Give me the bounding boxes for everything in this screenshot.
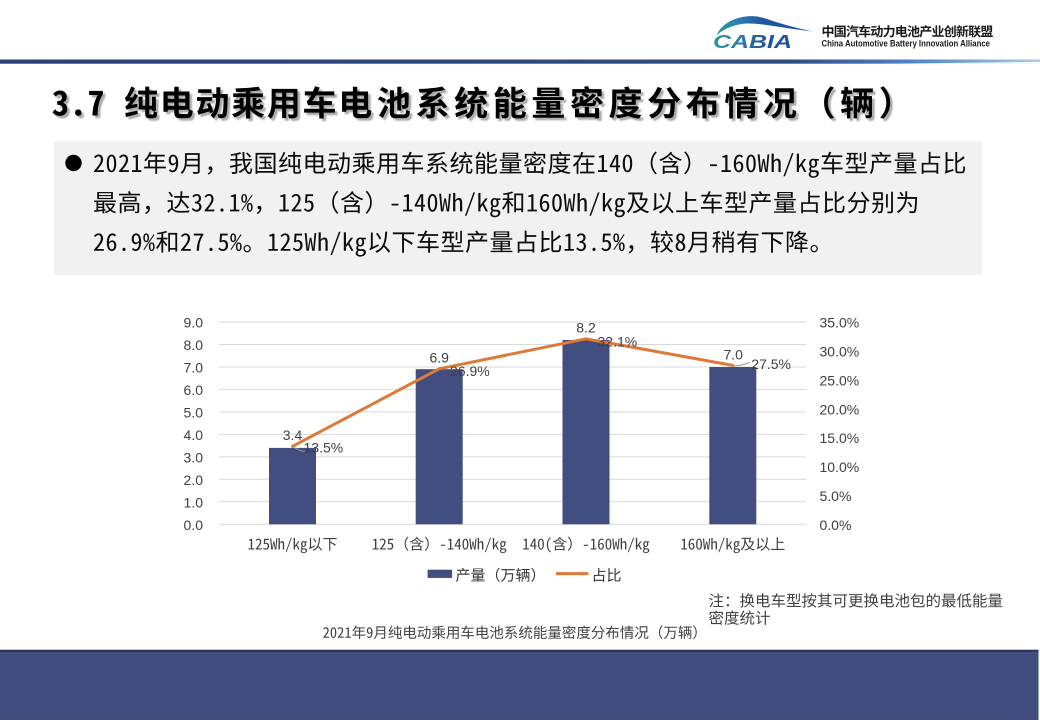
svg-text:6.0: 6.0 xyxy=(184,382,204,398)
svg-text:15.0%: 15.0% xyxy=(820,430,860,446)
svg-text:6.9: 6.9 xyxy=(429,350,449,366)
svg-text:30.0%: 30.0% xyxy=(820,344,860,360)
svg-text:32.1%: 32.1% xyxy=(598,334,638,350)
svg-text:0.0: 0.0 xyxy=(184,517,204,533)
svg-text:10.0%: 10.0% xyxy=(820,459,860,475)
svg-text:35.0%: 35.0% xyxy=(820,315,860,331)
svg-text:5.0%: 5.0% xyxy=(820,488,852,504)
svg-text:CABIA: CABIA xyxy=(713,31,792,52)
svg-text:5.0: 5.0 xyxy=(184,405,204,421)
svg-text:13.5%: 13.5% xyxy=(304,440,344,456)
svg-text:8.2: 8.2 xyxy=(576,320,596,336)
svg-text:4.0: 4.0 xyxy=(184,427,204,443)
svg-text:9.0: 9.0 xyxy=(184,315,204,331)
svg-text:0.0%: 0.0% xyxy=(820,517,852,533)
svg-text:1.0: 1.0 xyxy=(184,494,204,510)
svg-text:3.0: 3.0 xyxy=(184,450,204,466)
svg-text:2.0: 2.0 xyxy=(184,472,204,488)
svg-text:20.0%: 20.0% xyxy=(820,401,860,417)
svg-text:26.9%: 26.9% xyxy=(450,363,490,379)
svg-text:8.0: 8.0 xyxy=(184,337,204,353)
svg-text:China Automotive Battery Innov: China Automotive Battery Innovation Alli… xyxy=(822,38,991,48)
svg-text:25.0%: 25.0% xyxy=(820,372,860,388)
svg-text:3.4: 3.4 xyxy=(283,427,303,443)
svg-text:7.0: 7.0 xyxy=(723,347,743,363)
svg-text:27.5%: 27.5% xyxy=(751,356,791,372)
svg-text:7.0: 7.0 xyxy=(184,360,204,376)
